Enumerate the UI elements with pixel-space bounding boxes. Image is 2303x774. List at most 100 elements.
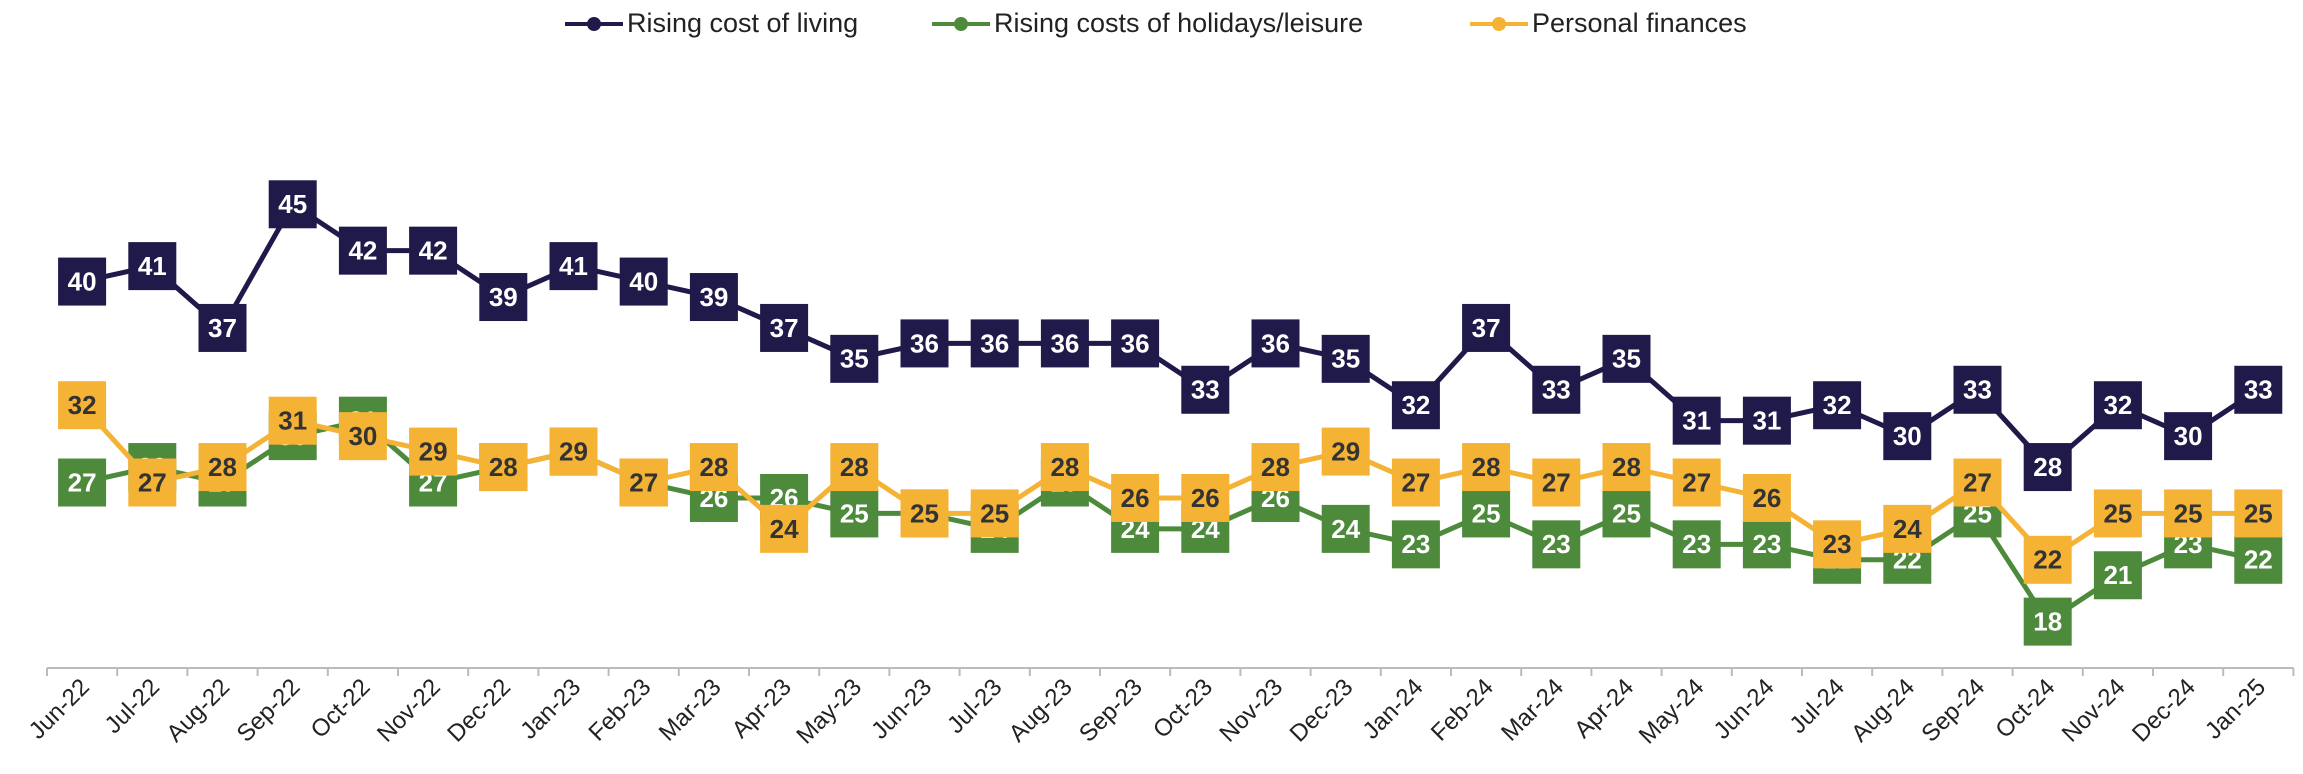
x-tick-label: Dec-23: [1285, 674, 1359, 748]
data-label: 36: [1261, 328, 1290, 358]
data-label: 41: [559, 251, 588, 281]
data-marker: [689, 443, 738, 492]
data-marker: [1742, 520, 1791, 569]
x-tick-label: Aug-23: [1004, 674, 1078, 748]
data-marker: [1602, 489, 1651, 538]
data-marker: [1040, 443, 1089, 492]
data-label: 27: [138, 467, 167, 497]
series-line: [80, 403, 2259, 563]
data-label: 23: [1542, 529, 1571, 559]
x-tick-label: Dec-24: [2127, 674, 2201, 748]
series: 32 27 28 31 30 29 28 29 27 28 24 28 25 25 28 26 26 28 29 27…: [58, 381, 2283, 584]
data-marker: [338, 226, 387, 275]
data-marker: [338, 412, 387, 461]
data-marker: [2023, 597, 2072, 646]
data-label: 32: [1401, 390, 1430, 420]
data-marker: [409, 226, 458, 275]
data-label: 30: [348, 421, 377, 451]
x-tick-label: Feb-23: [584, 674, 657, 747]
data-marker: [1813, 520, 1862, 569]
x-tick-label: Jan-24: [1358, 674, 1429, 745]
data-marker: [198, 303, 247, 352]
data-label: 26: [1121, 483, 1150, 513]
series-line: [81, 418, 2259, 625]
data-marker: [409, 427, 458, 476]
data-marker: [830, 334, 879, 383]
x-tick-label: Aug-24: [1846, 674, 1920, 748]
data-marker: [479, 273, 528, 322]
data-label: 37: [208, 313, 237, 343]
data-marker: [1532, 458, 1581, 507]
data-label: 28: [489, 452, 518, 482]
data-label: 37: [1472, 313, 1501, 343]
data-marker: [2234, 535, 2283, 584]
data-marker: [1883, 504, 1932, 553]
x-tick-label: Oct-23: [1148, 674, 1218, 744]
data-label: 42: [419, 236, 448, 266]
data-marker: [2023, 535, 2072, 584]
data-label: 36: [910, 328, 939, 358]
data-marker: [1391, 458, 1440, 507]
data-marker: [128, 242, 177, 291]
series-line: [81, 201, 2260, 470]
x-tick-label: Aug-22: [161, 674, 235, 748]
x-tick-label: Sep-24: [1916, 674, 1990, 748]
data-label: 32: [68, 390, 97, 420]
data-marker: [268, 180, 317, 229]
data-marker: [1672, 520, 1721, 569]
x-tick-label: Jun-24: [1709, 674, 1780, 745]
data-marker: [1602, 443, 1651, 492]
data-marker: [58, 458, 107, 507]
data-marker: [1321, 427, 1370, 476]
data-label: 28: [2033, 452, 2062, 482]
x-tick-label: Jun-23: [866, 674, 937, 745]
data-marker: [549, 242, 598, 291]
x-tick-label: Nov-22: [372, 674, 446, 748]
data-label: 31: [278, 406, 307, 436]
data-label: 25: [1612, 498, 1641, 528]
data-marker: [2093, 381, 2142, 430]
data-label: 29: [1331, 436, 1360, 466]
legend-marker: [1492, 17, 1506, 31]
data-marker: [2234, 489, 2283, 538]
data-marker: [1321, 334, 1370, 383]
data-label: 29: [419, 436, 448, 466]
data-label: 35: [840, 344, 869, 374]
data-label: 25: [1472, 498, 1501, 528]
data-marker: [970, 489, 1019, 538]
data-marker: [1672, 458, 1721, 507]
data-marker: [1462, 443, 1511, 492]
data-label: 27: [629, 467, 658, 497]
data-label: 37: [770, 313, 799, 343]
data-marker: [479, 443, 528, 492]
data-label: 30: [2174, 421, 2203, 451]
data-label: 22: [2244, 545, 2273, 575]
data-label: 23: [1752, 529, 1781, 559]
x-tick-label: Dec-22: [442, 674, 516, 748]
data-marker: [1321, 504, 1370, 553]
data-marker: [1742, 473, 1791, 522]
series: 40 41 37 45 42 42 39 41 40 39 37 35 36 36 36 36 33 36 35 32…: [58, 180, 2283, 492]
data-marker: [1742, 396, 1791, 445]
data-marker: [2234, 365, 2283, 414]
data-label: 36: [980, 328, 1009, 358]
data-marker: [268, 396, 317, 445]
x-tick-label: Sep-22: [232, 674, 306, 748]
data-label: 33: [1191, 375, 1220, 405]
data-marker: [1813, 381, 1862, 430]
data-marker: [2023, 443, 2072, 492]
data-marker: [1672, 396, 1721, 445]
legend-label: Rising costs of holidays/leisure: [994, 8, 1363, 38]
legend-label: Personal finances: [1532, 8, 1747, 38]
data-label: 27: [1963, 467, 1992, 497]
data-label: 21: [2103, 560, 2132, 590]
x-tick-label: Apr-23: [727, 674, 797, 744]
x-tick-label: Jan-23: [515, 674, 586, 745]
data-label: 23: [1682, 529, 1711, 559]
x-tick-label: Oct-22: [306, 674, 376, 744]
data-label: 35: [1331, 344, 1360, 374]
data-label: 28: [1612, 452, 1641, 482]
data-marker: [1251, 319, 1300, 368]
data-label: 27: [1682, 467, 1711, 497]
